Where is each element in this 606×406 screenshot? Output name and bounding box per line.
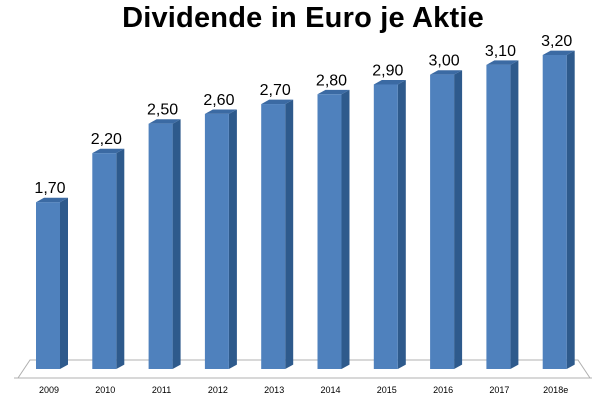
x-tick-label-2015: 2015 <box>377 385 397 395</box>
bar-2012 <box>204 109 237 369</box>
bar-front <box>542 55 567 369</box>
bar-front <box>148 123 173 369</box>
bar-2016 <box>430 70 463 369</box>
bar-side <box>566 50 575 369</box>
data-label-2011: 2,50 <box>147 102 178 119</box>
bar-top <box>542 50 575 55</box>
data-label-2017: 3,10 <box>485 43 516 60</box>
bar-front <box>261 104 286 369</box>
bar-2017 <box>486 60 519 369</box>
bar-top <box>430 70 463 75</box>
bar-2013 <box>261 99 294 369</box>
x-tick-label-2013: 2013 <box>264 385 284 395</box>
bar-side <box>454 70 463 369</box>
bar-2014 <box>317 89 350 369</box>
bar-side <box>228 109 237 369</box>
bar-top <box>36 197 68 203</box>
bar-side <box>116 148 125 369</box>
data-label-2010: 2,20 <box>91 131 122 148</box>
bar-top <box>373 80 406 85</box>
bar-2009 <box>36 197 68 369</box>
x-tick-label-2016: 2016 <box>433 385 453 395</box>
data-label-2016: 3,00 <box>429 53 460 70</box>
data-label-2014: 2,80 <box>316 72 347 89</box>
x-tick-label-2009: 2009 <box>39 385 59 395</box>
bar-2015 <box>373 80 406 369</box>
x-tick-label-2014: 2014 <box>320 385 340 395</box>
bar-front <box>204 113 229 369</box>
bar-front <box>92 153 117 369</box>
bar-front <box>430 74 455 369</box>
bar-top <box>204 109 237 114</box>
bar-top <box>317 89 350 95</box>
bar-side <box>510 60 519 369</box>
x-tick-label-2018e: 2018e <box>543 385 568 395</box>
bar-side <box>397 80 406 369</box>
bar-front <box>36 202 60 369</box>
x-tick-label-2012: 2012 <box>208 385 228 395</box>
bar-top <box>92 148 125 154</box>
chart-title: Dividende in Euro je Aktie <box>122 2 484 34</box>
bar-front <box>317 94 342 369</box>
bar-side <box>341 89 350 369</box>
bar-side <box>60 197 68 369</box>
bar-front <box>486 64 511 369</box>
bar-2018e <box>542 50 575 369</box>
x-tick-label-2011: 2011 <box>152 385 171 395</box>
bar-front <box>373 84 398 369</box>
bar-2011 <box>148 119 181 369</box>
x-tick-label-2010: 2010 <box>95 385 115 395</box>
data-label-2013: 2,70 <box>260 82 291 99</box>
data-label-2012: 2,60 <box>203 92 234 109</box>
bar-top <box>148 119 181 124</box>
bar-2010 <box>92 148 125 369</box>
data-label-2015: 2,90 <box>372 62 403 79</box>
bar-top <box>261 99 294 105</box>
bar-top <box>486 60 519 65</box>
x-tick-label-2017: 2017 <box>489 385 509 395</box>
bar-side <box>285 99 294 369</box>
data-label-2009: 1,70 <box>34 180 65 197</box>
bar-side <box>172 119 181 369</box>
data-label-2018e: 3,20 <box>541 33 572 50</box>
